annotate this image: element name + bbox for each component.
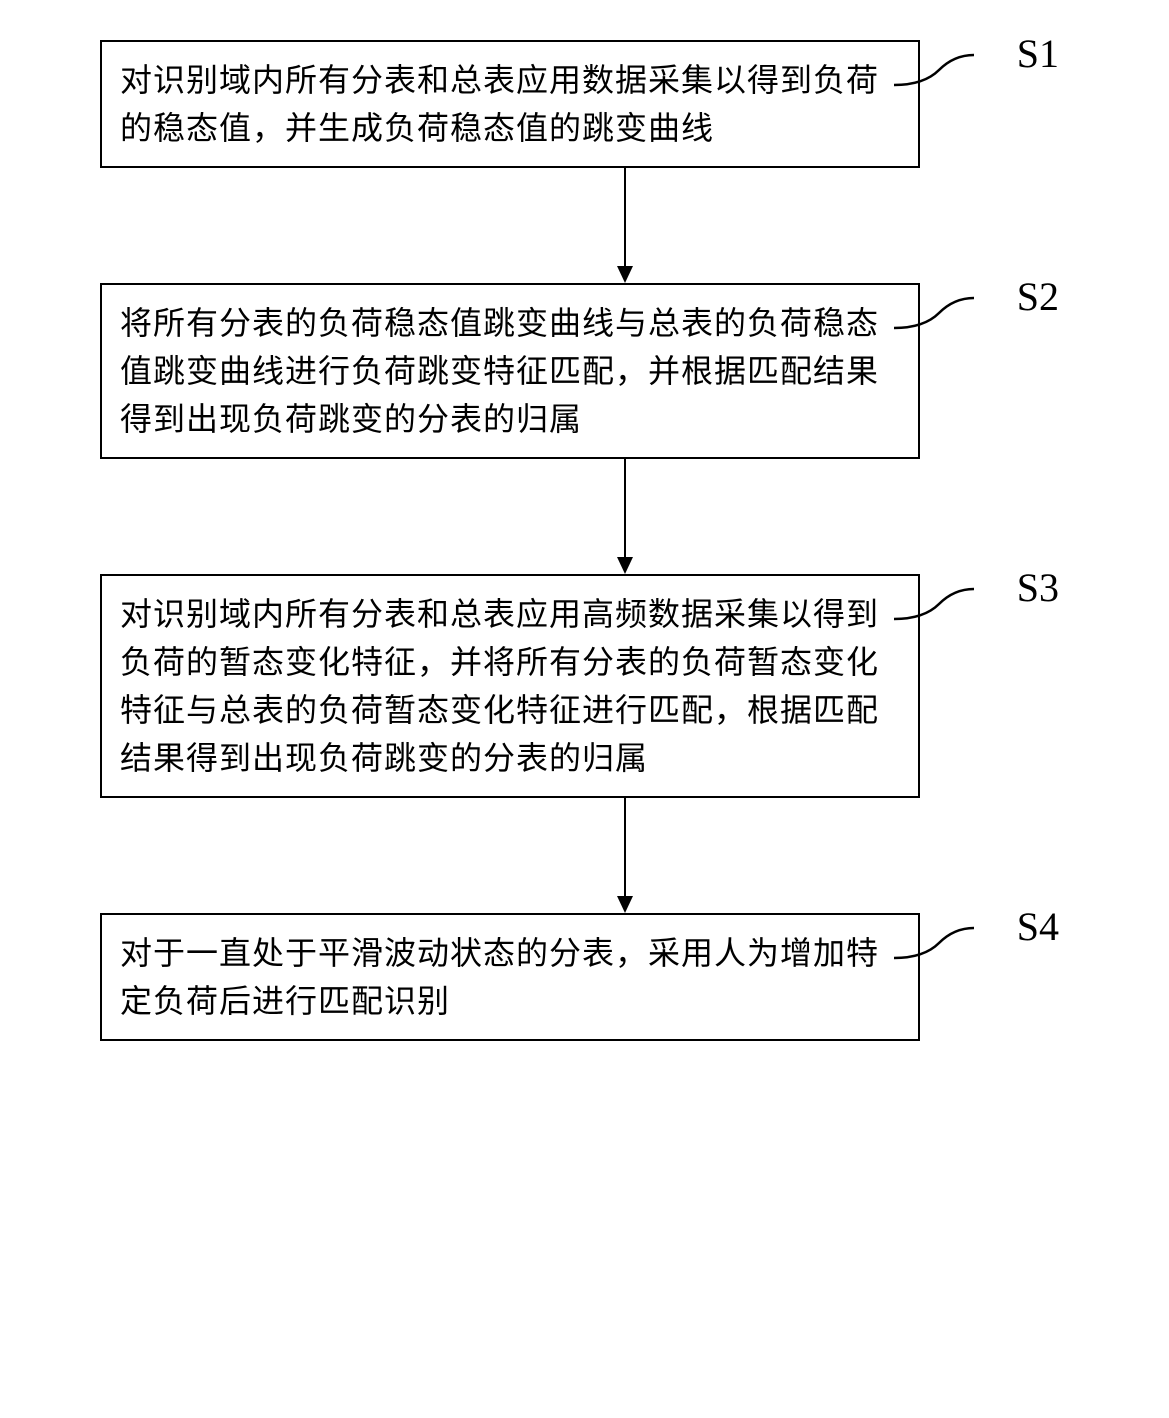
connector-curve-s1 [894, 50, 974, 90]
step-text-s4: 对于一直处于平滑波动状态的分表，采用人为增加特定负荷后进行匹配识别 [120, 935, 879, 1019]
arrow-s1-s2 [610, 168, 640, 283]
step-label-s1: S1 [1017, 30, 1059, 77]
step-label-s3: S3 [1017, 564, 1059, 611]
step-box-s4: 对于一直处于平滑波动状态的分表，采用人为增加特定负荷后进行匹配识别 [100, 913, 920, 1041]
connector-curve-s3 [894, 584, 974, 624]
connector-curve-s2 [894, 293, 974, 333]
step-text-s1: 对识别域内所有分表和总表应用数据采集以得到负荷的稳态值，并生成负荷稳态值的跳变曲… [120, 62, 879, 146]
step-row-s4: 对于一直处于平滑波动状态的分表，采用人为增加特定负荷后进行匹配识别 S4 [20, 913, 1149, 1041]
arrow-container-s2-s3 [215, 459, 1035, 574]
arrow-container-s3-s4 [215, 798, 1035, 913]
step-row-s1: 对识别域内所有分表和总表应用数据采集以得到负荷的稳态值，并生成负荷稳态值的跳变曲… [20, 40, 1149, 168]
step-row-s3: 对识别域内所有分表和总表应用高频数据采集以得到负荷的暂态变化特征，并将所有分表的… [20, 574, 1149, 798]
step-label-s2: S2 [1017, 273, 1059, 320]
connector-curve-s4 [894, 923, 974, 963]
step-row-s2: 将所有分表的负荷稳态值跳变曲线与总表的负荷稳态值跳变曲线进行负荷跳变特征匹配，并… [20, 283, 1149, 459]
step-box-s1: 对识别域内所有分表和总表应用数据采集以得到负荷的稳态值，并生成负荷稳态值的跳变曲… [100, 40, 920, 168]
arrow-s3-s4 [610, 798, 640, 913]
step-text-s3: 对识别域内所有分表和总表应用高频数据采集以得到负荷的暂态变化特征，并将所有分表的… [120, 596, 879, 776]
arrow-s2-s3 [610, 459, 640, 574]
step-box-s2: 将所有分表的负荷稳态值跳变曲线与总表的负荷稳态值跳变曲线进行负荷跳变特征匹配，并… [100, 283, 920, 459]
flowchart-container: 对识别域内所有分表和总表应用数据采集以得到负荷的稳态值，并生成负荷稳态值的跳变曲… [20, 40, 1149, 1041]
arrow-container-s1-s2 [215, 168, 1035, 283]
step-label-s4: S4 [1017, 903, 1059, 950]
step-text-s2: 将所有分表的负荷稳态值跳变曲线与总表的负荷稳态值跳变曲线进行负荷跳变特征匹配，并… [120, 305, 879, 437]
step-box-s3: 对识别域内所有分表和总表应用高频数据采集以得到负荷的暂态变化特征，并将所有分表的… [100, 574, 920, 798]
